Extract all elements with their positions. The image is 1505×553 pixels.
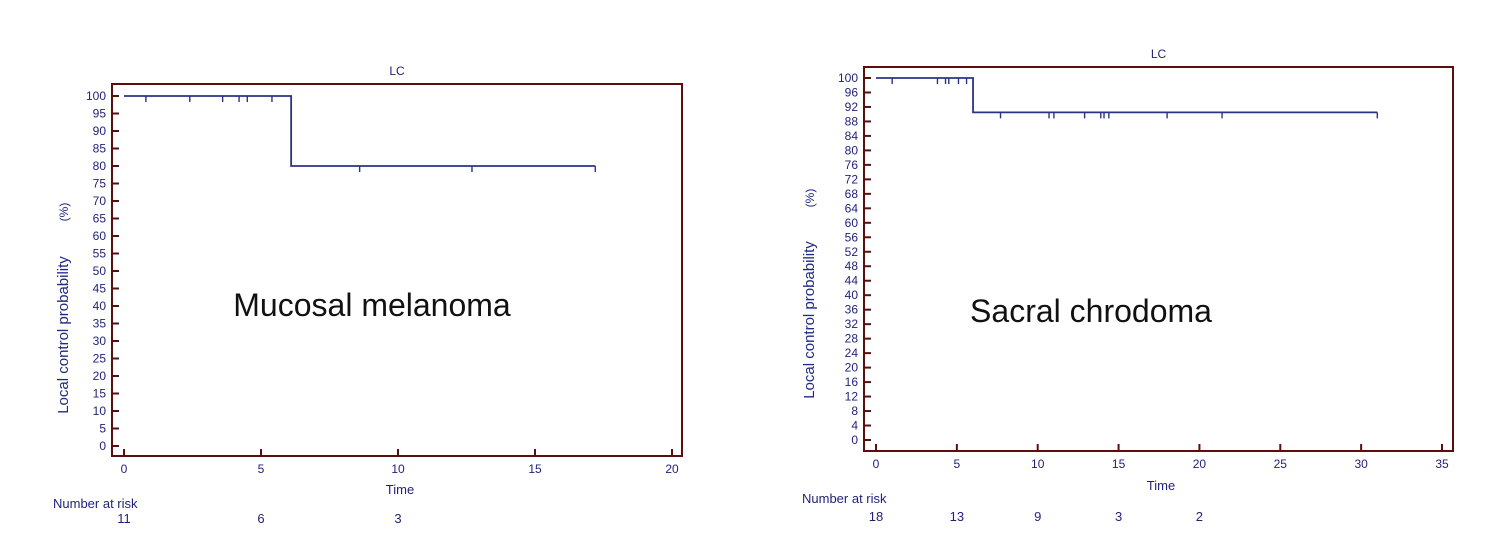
survival-curve <box>124 95 596 167</box>
y-tick-label: 25 <box>93 352 107 366</box>
x-tick-label: 5 <box>954 457 961 471</box>
y-tick-label: 70 <box>93 194 107 208</box>
y-axis: 0 5 10 15 20 25 30 35 40 45 50 55 60 65 70 75 80 85 90 95 10… <box>86 89 119 453</box>
plot-frame <box>111 83 683 457</box>
y-tick-label: 8 <box>851 404 858 418</box>
y-tick-label: 20 <box>845 361 859 375</box>
y-tick-label: 65 <box>93 212 107 226</box>
x-axis-label: Time <box>1147 478 1175 493</box>
number-at-risk-value: 9 <box>1034 509 1041 524</box>
y-tick-label: 0 <box>99 439 106 453</box>
y-tick-label: 76 <box>845 158 859 172</box>
y-tick-label: 15 <box>93 387 107 401</box>
y-tick-label: 55 <box>93 247 107 261</box>
y-axis-label: Local control probability <box>55 256 72 414</box>
x-tick-label: 15 <box>528 462 542 476</box>
chart-title: LC <box>1151 47 1167 61</box>
y-tick-label: 4 <box>851 419 858 433</box>
y-tick-label: 96 <box>845 85 859 99</box>
x-tick-label: 5 <box>258 462 265 476</box>
y-tick-label: 56 <box>845 230 859 244</box>
chart-annotation: Mucosal melanoma <box>233 287 511 323</box>
y-axis-unit: (%) <box>803 189 817 208</box>
x-tick-label: 15 <box>1112 457 1126 471</box>
y-tick-label: 35 <box>93 317 107 331</box>
y-tick-label: 88 <box>845 114 859 128</box>
number-at-risk-value: 13 <box>950 509 964 524</box>
x-tick-label: 20 <box>665 462 679 476</box>
x-axis: 0 5 10 15 20 25 30 35 <box>873 444 1449 471</box>
y-tick-label: 36 <box>845 303 859 317</box>
number-at-risk-value: 2 <box>1196 509 1203 524</box>
y-tick-label: 52 <box>845 245 859 259</box>
y-tick-label: 60 <box>93 229 107 243</box>
y-tick-label: 72 <box>845 172 859 186</box>
y-tick-label: 44 <box>845 274 859 288</box>
y-tick-label: 45 <box>93 282 107 296</box>
y-tick-label: 0 <box>851 433 858 447</box>
y-tick-label: 92 <box>845 100 859 114</box>
number-at-risk-value: 3 <box>394 511 401 526</box>
x-tick-label: 30 <box>1354 457 1368 471</box>
y-tick-label: 28 <box>845 332 859 346</box>
y-tick-label: 40 <box>845 288 859 302</box>
y-tick-label: 20 <box>93 369 107 383</box>
survival-curve <box>876 77 1378 114</box>
number-at-risk-value: 6 <box>257 511 264 526</box>
chart-title: LC <box>389 64 405 78</box>
y-tick-label: 100 <box>86 89 106 103</box>
y-tick-label: 48 <box>845 259 859 273</box>
x-tick-label: 10 <box>391 462 405 476</box>
x-tick-label: 0 <box>121 462 128 476</box>
x-axis-label: Time <box>386 482 414 497</box>
x-tick-label: 35 <box>1435 457 1449 471</box>
y-tick-label: 75 <box>93 177 107 191</box>
x-tick-label: 10 <box>1031 457 1045 471</box>
plot-frame <box>863 66 1454 452</box>
y-tick-label: 16 <box>845 375 859 389</box>
y-tick-label: 30 <box>93 334 107 348</box>
y-tick-label: 80 <box>845 143 859 157</box>
chart-annotation: Sacral chrodoma <box>970 293 1212 329</box>
x-tick-label: 0 <box>873 457 880 471</box>
number-at-risk-value: 18 <box>869 509 883 524</box>
y-tick-label: 85 <box>93 142 107 156</box>
y-tick-label: 64 <box>845 201 859 215</box>
y-tick-label: 40 <box>93 299 107 313</box>
y-tick-label: 12 <box>845 390 859 404</box>
number-at-risk-label: Number at risk <box>53 496 138 511</box>
number-at-risk-label: Number at risk <box>802 491 887 506</box>
y-axis-label: Local control probability <box>801 241 818 399</box>
y-tick-label: 68 <box>845 187 859 201</box>
x-axis: 0 5 10 15 20 <box>121 449 679 476</box>
chart-2: LC04812162024283236404448525660646872768… <box>801 47 1454 524</box>
y-tick-label: 84 <box>845 129 859 143</box>
y-tick-label: 5 <box>99 422 106 436</box>
y-tick-label: 24 <box>845 346 859 360</box>
chart-1: LC05101520253035404550556065707580859095… <box>53 64 683 526</box>
y-axis-unit: (%) <box>57 203 71 222</box>
x-tick-label: 20 <box>1193 457 1207 471</box>
y-axis: 0481216202428323640444852566064687276808… <box>838 71 871 447</box>
y-tick-label: 50 <box>93 264 107 278</box>
y-tick-label: 90 <box>93 124 107 138</box>
y-tick-label: 60 <box>845 216 859 230</box>
y-tick-label: 10 <box>93 404 107 418</box>
number-at-risk-value: 3 <box>1115 509 1122 524</box>
y-tick-label: 80 <box>93 159 107 173</box>
y-tick-label: 32 <box>845 317 859 331</box>
y-tick-label: 95 <box>93 107 107 121</box>
number-at-risk-value: 11 <box>117 511 131 526</box>
x-tick-label: 25 <box>1274 457 1288 471</box>
y-tick-label: 100 <box>838 71 858 85</box>
